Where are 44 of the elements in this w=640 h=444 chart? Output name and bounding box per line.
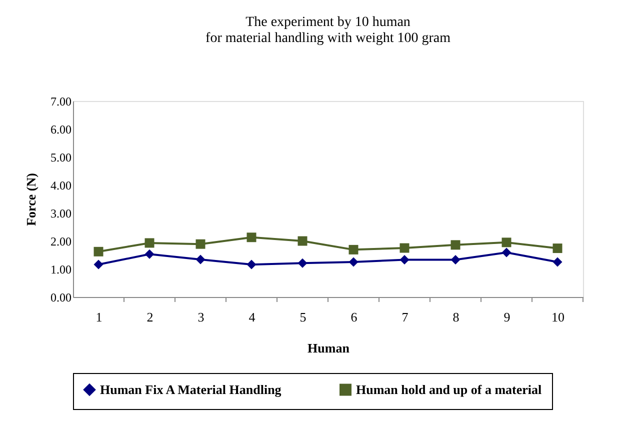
point: [552, 244, 562, 254]
text: for material handling with weight 100 gram: [206, 31, 450, 46]
point: [94, 246, 104, 256]
x-tick-label: 4: [248, 310, 256, 324]
point: [144, 249, 154, 259]
point: [196, 254, 206, 264]
x-tick-label: 6: [350, 310, 358, 324]
x-tick-label: 10: [552, 310, 564, 324]
point: [400, 243, 410, 253]
text: The experiment by 10 human: [246, 15, 410, 30]
y-tick-label: 7.00: [50, 94, 72, 108]
y-axis-title: Force (N): [24, 173, 38, 226]
point: [450, 240, 460, 250]
point: [94, 260, 104, 270]
point: [400, 255, 410, 265]
y-tick-label: 0.00: [50, 290, 72, 304]
x-tick-label: 1: [96, 310, 102, 324]
legend-label: Human Fix A Material Handling: [100, 382, 282, 397]
x-axis-title: Human: [308, 340, 350, 356]
point: [502, 238, 512, 248]
point: [298, 258, 308, 268]
point: [450, 255, 460, 265]
point: [502, 248, 512, 258]
y-tick-label: 3.00: [50, 206, 72, 220]
point: [144, 238, 154, 248]
y-tick-label: 1.00: [50, 262, 72, 276]
point: [552, 257, 562, 267]
legend-label: Human hold and up of a material: [356, 382, 542, 397]
x-tick-label: 7: [402, 310, 409, 324]
y-tick-label: 4.00: [50, 178, 72, 192]
y-tick-label: 2.00: [50, 234, 72, 248]
y-tick-label: 5.00: [50, 150, 72, 164]
x-tick-label: 5: [300, 310, 306, 324]
point: [246, 260, 256, 270]
point: [246, 232, 256, 242]
point: [348, 257, 358, 267]
point: [196, 239, 206, 249]
x-tick-label: 3: [198, 310, 204, 324]
x-tick-label: 9: [504, 310, 510, 324]
point: [348, 244, 358, 254]
y-tick-label: 6.00: [50, 122, 72, 136]
point: [298, 236, 308, 246]
x-tick-label: 2: [146, 310, 154, 324]
x-tick-label: 8: [452, 310, 460, 324]
